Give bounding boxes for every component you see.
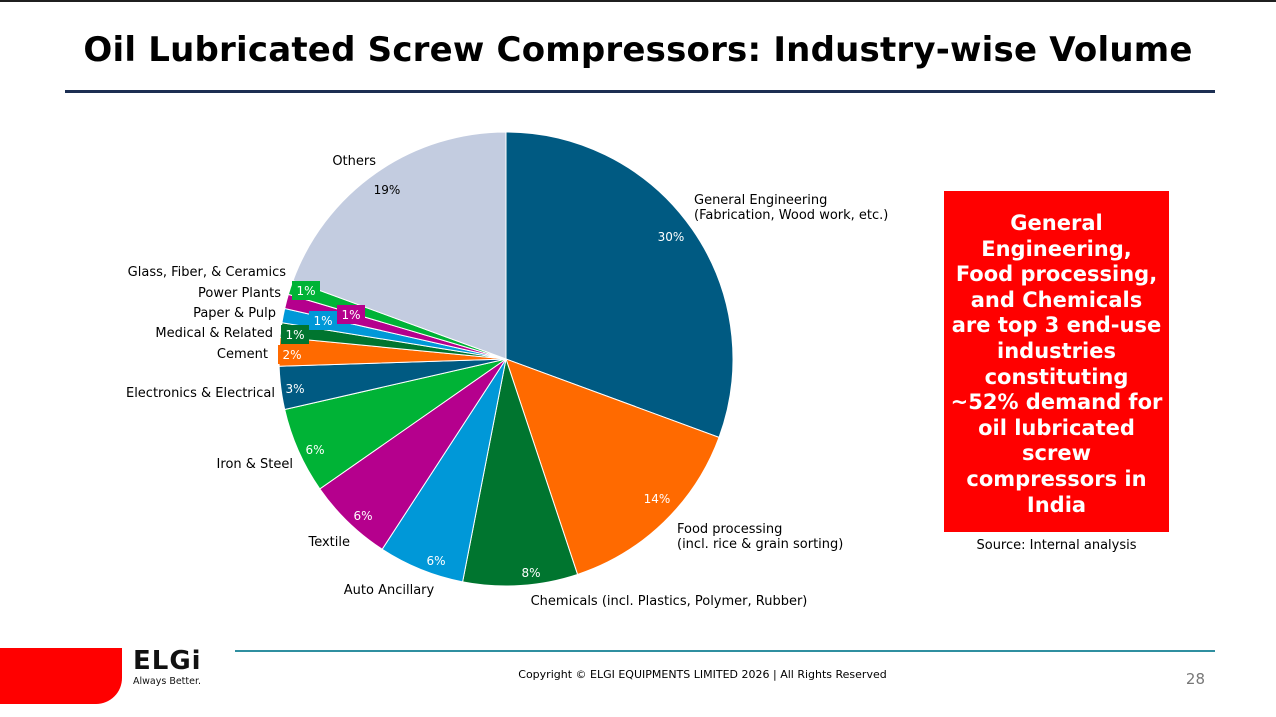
elgi-logo: ELGi Always Better. — [133, 646, 202, 688]
footer-divider — [235, 650, 1215, 652]
category-label: Textile — [307, 535, 350, 550]
page-number: 28 — [1185, 670, 1205, 688]
category-label: Auto Ancillary — [344, 583, 435, 598]
pie-slice — [505, 131, 734, 439]
percent-label-box — [292, 281, 320, 300]
percent-label: 3% — [285, 382, 304, 396]
percent-label: 14% — [644, 492, 671, 506]
percent-label: 30% — [658, 230, 685, 244]
source-note: Source: Internal analysis — [976, 538, 1137, 553]
percent-label-box — [281, 325, 309, 344]
percent-label-box — [309, 311, 337, 330]
percent-label: 1% — [313, 314, 332, 328]
pie-slice — [505, 358, 720, 576]
percent-label: 1% — [341, 308, 360, 322]
category-label: Food processing (incl. rice & grain sorti… — [677, 522, 843, 552]
logo-wordmark: ELGi — [133, 646, 202, 676]
category-label: Glass, Fiber, & Ceramics — [128, 265, 287, 280]
category-label: General Engineering (Fabrication, Wood wo… — [694, 193, 888, 223]
footer-red-block — [0, 648, 122, 704]
top-border — [0, 0, 1276, 2]
percent-label: 1% — [296, 284, 315, 298]
percent-label: 19% — [374, 183, 401, 197]
key-insight-callout: General Engineering, Food processing, an… — [944, 191, 1169, 532]
category-label: Medical & Related — [155, 326, 273, 341]
category-label: Cement — [217, 347, 268, 362]
category-label: Paper & Pulp — [193, 306, 276, 321]
category-label: Electronics & Electrical — [126, 386, 275, 401]
category-label: Power Plants — [198, 286, 281, 301]
category-label: Others — [332, 154, 376, 169]
pie-slice — [292, 131, 507, 360]
copyright-text: Copyright © ELGI EQUIPMENTS LIMITED 2026… — [518, 668, 887, 681]
category-label: Iron & Steel — [217, 457, 293, 472]
percent-label-box — [278, 345, 306, 364]
pie-slice — [462, 357, 579, 587]
title-underline — [65, 90, 1215, 93]
slide-title: Oil Lubricated Screw Compressors: Indust… — [83, 30, 1193, 70]
percent-label: 1% — [285, 328, 304, 342]
percent-label: 8% — [521, 566, 540, 580]
logo-tagline: Always Better. — [133, 676, 202, 687]
percent-label: 6% — [305, 443, 324, 457]
percent-label: 6% — [426, 554, 445, 568]
percent-label-box — [337, 305, 365, 324]
category-label: Chemicals (incl. Plastics, Polymer, Rubb… — [531, 594, 808, 609]
percent-label: 2% — [282, 348, 301, 362]
percent-label: 6% — [353, 509, 372, 523]
